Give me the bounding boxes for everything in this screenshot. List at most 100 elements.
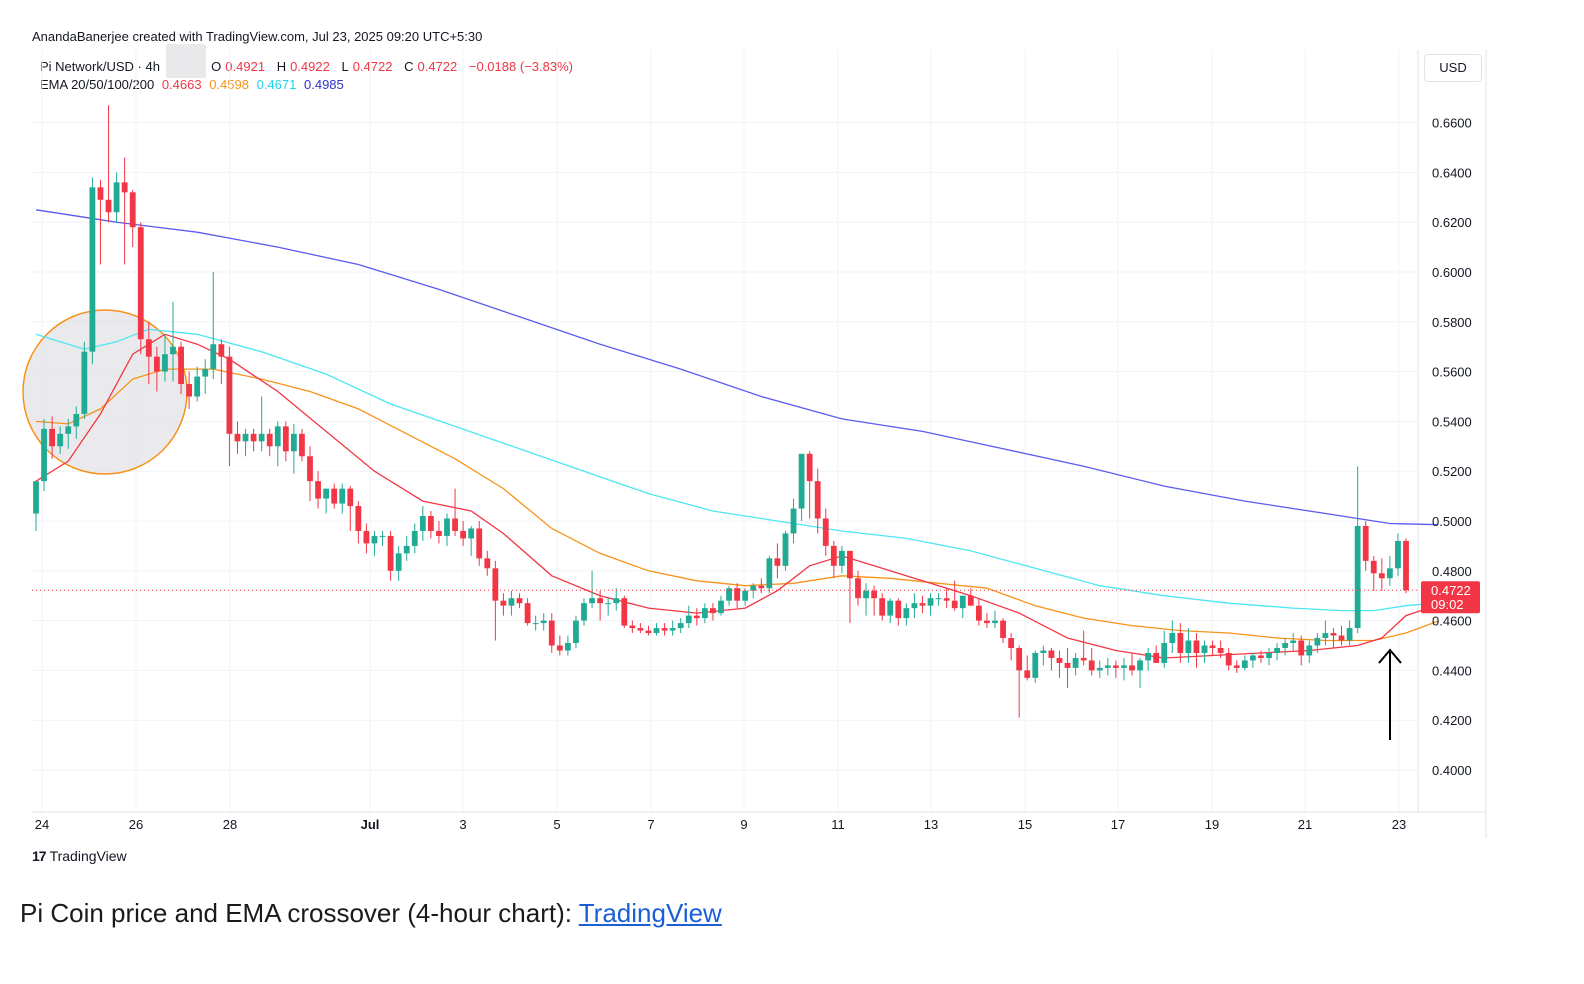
candle-body bbox=[371, 535, 378, 544]
candle-body bbox=[718, 600, 724, 614]
candle-up bbox=[411, 523, 418, 554]
candle-body bbox=[234, 433, 241, 442]
candle-up bbox=[81, 341, 88, 419]
candle-down bbox=[855, 570, 861, 606]
candle-down bbox=[363, 523, 370, 554]
tradingview-logo-text: TradingView bbox=[49, 848, 127, 864]
candle-down bbox=[1233, 660, 1240, 673]
caption-text: Pi Coin price and EMA crossover (4-hour … bbox=[20, 898, 579, 928]
candle-up bbox=[959, 595, 966, 619]
candle-body bbox=[395, 553, 402, 571]
ema100-line bbox=[35, 328, 1439, 612]
candle-body bbox=[693, 615, 700, 619]
candle-down bbox=[758, 578, 765, 594]
candle-down bbox=[250, 428, 257, 452]
candle-body bbox=[871, 590, 878, 599]
candle-body bbox=[81, 351, 88, 414]
candle-body bbox=[1161, 643, 1168, 663]
candle-body bbox=[49, 428, 56, 447]
candle-down bbox=[1225, 647, 1232, 671]
candle-body bbox=[1241, 660, 1248, 668]
candle-body bbox=[927, 598, 934, 606]
candle-body bbox=[282, 426, 289, 452]
caption-link[interactable]: TradingView bbox=[578, 898, 722, 928]
candle-up bbox=[73, 406, 80, 439]
y-tick-label: 0.4000 bbox=[1432, 763, 1472, 778]
candle-body bbox=[419, 516, 426, 531]
candle-down bbox=[919, 595, 926, 614]
y-tick-label: 0.4400 bbox=[1432, 663, 1472, 678]
candle-body bbox=[403, 545, 410, 554]
close-value: C 0.4722 bbox=[404, 59, 458, 74]
candle-body bbox=[1112, 665, 1119, 668]
candle-body bbox=[1088, 660, 1095, 671]
candle-down bbox=[524, 598, 531, 626]
candle-body bbox=[1121, 665, 1127, 668]
symbol-label[interactable]: Pi Network/USD · 4h bbox=[40, 59, 160, 74]
candle-up bbox=[685, 605, 692, 629]
candle-down bbox=[145, 321, 152, 385]
candle-body bbox=[363, 530, 370, 544]
candle-body bbox=[266, 433, 273, 447]
candle-down bbox=[484, 550, 491, 576]
candle-down bbox=[871, 585, 878, 616]
candle-body bbox=[605, 603, 612, 605]
candle-down bbox=[97, 179, 104, 265]
candle-down bbox=[137, 222, 144, 355]
candle-body bbox=[701, 608, 708, 619]
candle-body bbox=[806, 453, 813, 482]
candle-body bbox=[1016, 647, 1023, 671]
candle-body bbox=[1298, 640, 1305, 656]
candle-up bbox=[750, 583, 757, 599]
credit-line: AnandaBanerjee created with TradingView.… bbox=[32, 29, 483, 44]
candle-down bbox=[500, 593, 507, 616]
candle-body bbox=[162, 354, 168, 372]
candle-body bbox=[935, 598, 942, 600]
candle-down bbox=[315, 471, 321, 509]
candle-up bbox=[403, 535, 410, 561]
candle-down bbox=[355, 501, 362, 544]
candle-up bbox=[202, 359, 209, 395]
candle-body bbox=[242, 433, 249, 442]
candle-up bbox=[677, 618, 684, 634]
x-tick-label: 13 bbox=[924, 817, 938, 832]
candle-body bbox=[919, 603, 926, 606]
currency-button[interactable]: USD bbox=[1424, 54, 1482, 82]
x-tick-label: 26 bbox=[129, 817, 143, 832]
candle-body bbox=[347, 488, 354, 507]
candle-body bbox=[1330, 633, 1337, 636]
candle-up bbox=[742, 588, 749, 606]
candle-body bbox=[992, 620, 998, 624]
candle-down bbox=[307, 446, 313, 502]
candle-body bbox=[589, 598, 595, 604]
candle-up bbox=[669, 620, 676, 636]
x-tick-label: 15 bbox=[1018, 817, 1032, 832]
candle-body bbox=[323, 488, 330, 499]
y-tick-label: 0.4200 bbox=[1432, 713, 1472, 728]
candle-down bbox=[879, 593, 886, 621]
candle-body bbox=[790, 508, 797, 534]
candle-body bbox=[137, 227, 144, 340]
candle-down bbox=[830, 540, 837, 579]
ema20-line bbox=[35, 333, 1439, 659]
candle-down bbox=[1048, 647, 1055, 671]
candle-up bbox=[1137, 657, 1143, 688]
candle-down bbox=[387, 530, 394, 581]
candle-up bbox=[468, 525, 475, 556]
candle-down bbox=[967, 588, 974, 606]
candle-down bbox=[806, 451, 813, 519]
candle-body bbox=[452, 518, 458, 531]
candle-body bbox=[1217, 647, 1224, 653]
candle-body bbox=[1209, 645, 1216, 648]
tradingview-logo[interactable]: 17 TradingView bbox=[32, 848, 127, 864]
candle-up bbox=[887, 598, 894, 624]
candle-body bbox=[274, 426, 281, 447]
candle-body bbox=[202, 369, 209, 377]
candle-body bbox=[210, 344, 217, 370]
candle-down bbox=[1016, 645, 1023, 718]
candle-body bbox=[597, 598, 604, 604]
candle-up bbox=[790, 498, 797, 544]
ema-label[interactable]: EMA 20/50/100/200 bbox=[40, 77, 155, 92]
